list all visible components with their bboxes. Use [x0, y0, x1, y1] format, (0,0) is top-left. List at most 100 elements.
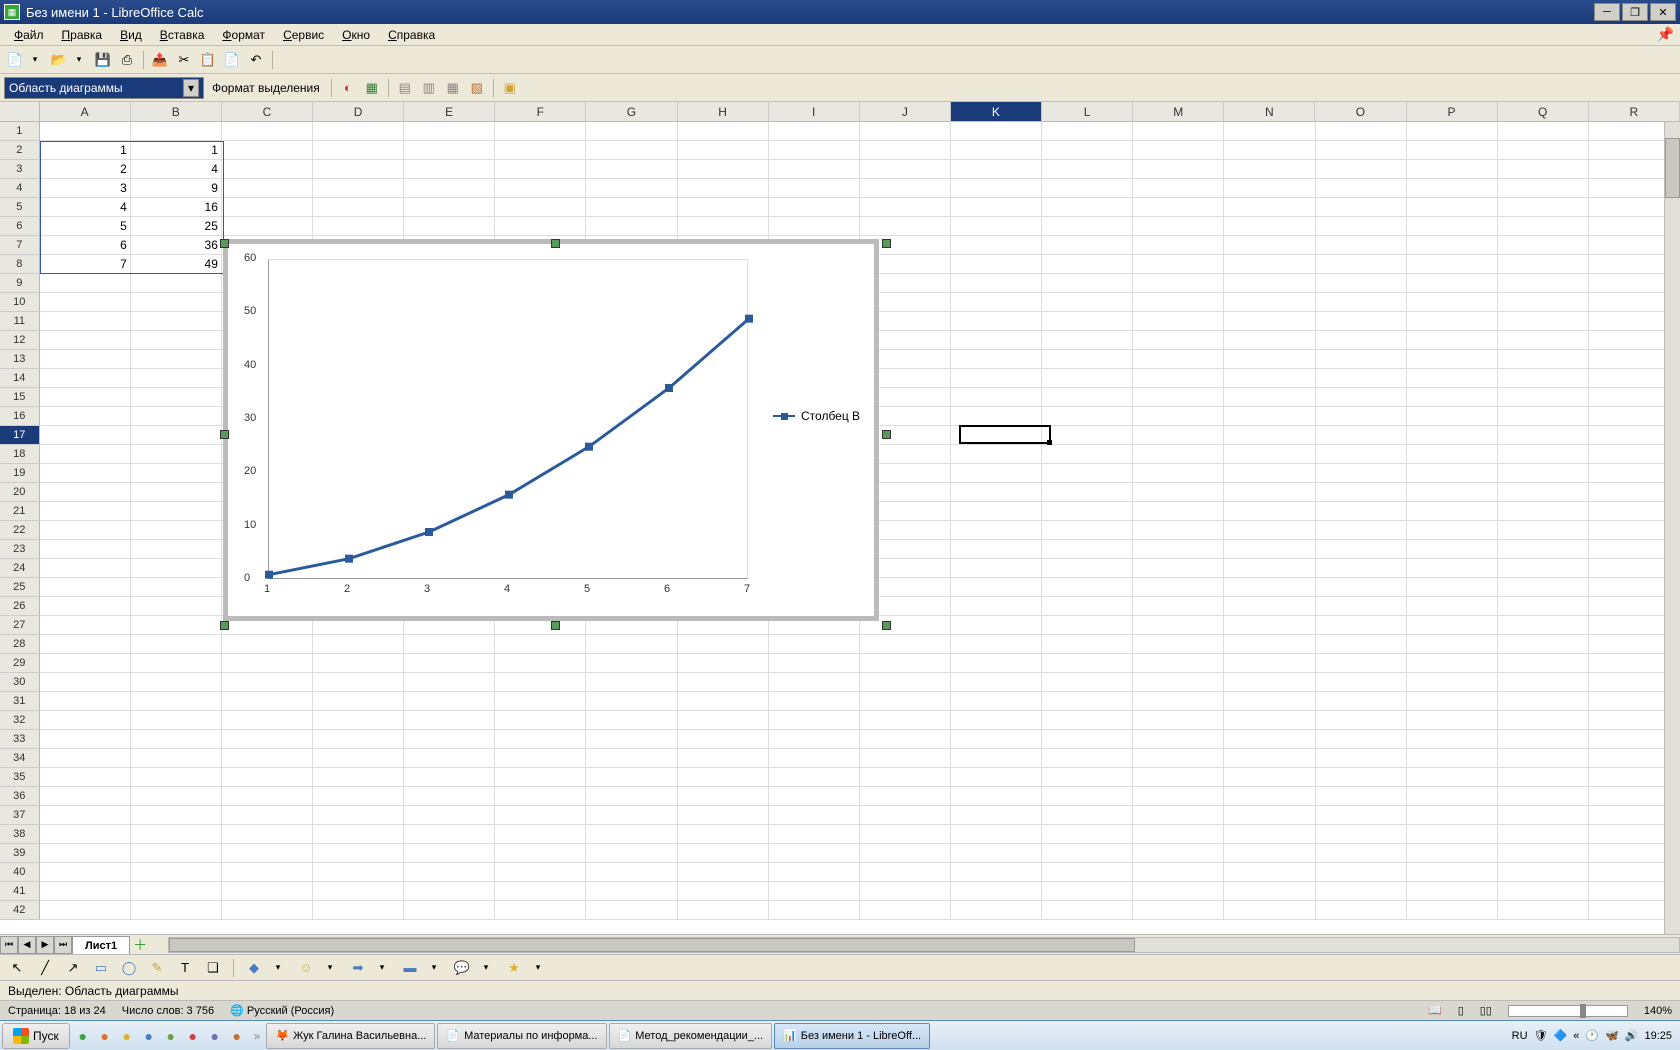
- cell[interactable]: 25: [131, 217, 222, 236]
- cell[interactable]: [1224, 616, 1315, 635]
- cell[interactable]: [1316, 521, 1407, 540]
- cell[interactable]: [222, 749, 313, 768]
- copy-icon[interactable]: 📋: [197, 49, 219, 71]
- cell[interactable]: [1224, 217, 1315, 236]
- cell[interactable]: [40, 502, 131, 521]
- selection-handle[interactable]: [882, 239, 891, 248]
- cell[interactable]: [1498, 882, 1589, 901]
- cell[interactable]: [1224, 635, 1315, 654]
- cell[interactable]: [769, 635, 860, 654]
- cell[interactable]: [1316, 787, 1407, 806]
- cell[interactable]: [769, 749, 860, 768]
- cell[interactable]: [40, 711, 131, 730]
- col-header-E[interactable]: E: [404, 102, 495, 121]
- col-header-F[interactable]: F: [495, 102, 586, 121]
- cell[interactable]: [1224, 483, 1315, 502]
- row-header[interactable]: 23: [0, 540, 40, 559]
- cell[interactable]: [222, 122, 313, 141]
- cell[interactable]: [951, 692, 1042, 711]
- cell[interactable]: [1407, 768, 1498, 787]
- selection-handle[interactable]: [220, 239, 229, 248]
- cell[interactable]: [40, 673, 131, 692]
- cell[interactable]: [1042, 692, 1133, 711]
- cell[interactable]: [495, 787, 586, 806]
- cell[interactable]: [769, 768, 860, 787]
- cell[interactable]: 49: [131, 255, 222, 274]
- cell[interactable]: [222, 863, 313, 882]
- cell[interactable]: [951, 369, 1042, 388]
- cell[interactable]: [678, 692, 769, 711]
- col-header-J[interactable]: J: [860, 102, 951, 121]
- cell[interactable]: [1224, 540, 1315, 559]
- cell[interactable]: [951, 616, 1042, 635]
- menu-Вставка[interactable]: Вставка: [152, 26, 213, 44]
- cell[interactable]: 2: [40, 160, 131, 179]
- cell[interactable]: [404, 882, 495, 901]
- cell[interactable]: [1316, 350, 1407, 369]
- cell[interactable]: [1316, 426, 1407, 445]
- cell[interactable]: [1042, 825, 1133, 844]
- cell[interactable]: [1133, 369, 1224, 388]
- cell[interactable]: [1133, 312, 1224, 331]
- cell[interactable]: [586, 673, 677, 692]
- cell[interactable]: [222, 179, 313, 198]
- symbol-shapes-dropdown[interactable]: ▾: [319, 957, 341, 979]
- cell[interactable]: [1224, 274, 1315, 293]
- quicklaunch-icon[interactable]: ●: [138, 1025, 160, 1047]
- cell[interactable]: [1316, 141, 1407, 160]
- cell[interactable]: [1407, 274, 1498, 293]
- cell[interactable]: [1407, 559, 1498, 578]
- cell[interactable]: [1316, 749, 1407, 768]
- row-header[interactable]: 27: [0, 616, 40, 635]
- cell[interactable]: [860, 787, 951, 806]
- cell[interactable]: [1042, 179, 1133, 198]
- menu-Справка[interactable]: Справка: [380, 26, 443, 44]
- cell[interactable]: [1133, 768, 1224, 787]
- cell[interactable]: [313, 882, 404, 901]
- cell[interactable]: [1224, 559, 1315, 578]
- cell[interactable]: [495, 122, 586, 141]
- cell[interactable]: [1133, 559, 1224, 578]
- cell[interactable]: [131, 863, 222, 882]
- cell[interactable]: [860, 141, 951, 160]
- cell[interactable]: [860, 635, 951, 654]
- row-header[interactable]: 42: [0, 901, 40, 920]
- callouts-shapes-icon[interactable]: 💬: [451, 957, 473, 979]
- col-header-M[interactable]: M: [1133, 102, 1224, 121]
- cell[interactable]: 4: [40, 198, 131, 217]
- row-header[interactable]: 28: [0, 635, 40, 654]
- row-header[interactable]: 10: [0, 293, 40, 312]
- cell[interactable]: [1042, 160, 1133, 179]
- cell[interactable]: [40, 844, 131, 863]
- cell[interactable]: [769, 122, 860, 141]
- cell[interactable]: [1042, 882, 1133, 901]
- chart-data-button[interactable]: ▦: [361, 77, 383, 99]
- cell[interactable]: [1498, 331, 1589, 350]
- row-header[interactable]: 24: [0, 559, 40, 578]
- system-tray[interactable]: RU 🛡 🔷 « 🕐 🦋 🔊 19:25: [1506, 1029, 1678, 1042]
- cell[interactable]: [40, 369, 131, 388]
- cell[interactable]: [951, 502, 1042, 521]
- cell[interactable]: [860, 673, 951, 692]
- cell[interactable]: [1316, 616, 1407, 635]
- cell[interactable]: [769, 806, 860, 825]
- row-header[interactable]: 12: [0, 331, 40, 350]
- cell[interactable]: [951, 236, 1042, 255]
- cell[interactable]: [1407, 160, 1498, 179]
- cell[interactable]: [131, 806, 222, 825]
- cell[interactable]: [951, 179, 1042, 198]
- cell[interactable]: [40, 293, 131, 312]
- cell[interactable]: [1224, 122, 1315, 141]
- cell[interactable]: [951, 635, 1042, 654]
- cell[interactable]: [40, 616, 131, 635]
- cell[interactable]: [586, 844, 677, 863]
- cell[interactable]: [1407, 673, 1498, 692]
- col-header-G[interactable]: G: [586, 102, 677, 121]
- selection-handle[interactable]: [882, 430, 891, 439]
- cell[interactable]: [1407, 901, 1498, 920]
- cell[interactable]: [1316, 540, 1407, 559]
- quicklaunch-icon[interactable]: ●: [160, 1025, 182, 1047]
- zoom-slider[interactable]: [1508, 1005, 1628, 1017]
- row-header[interactable]: 34: [0, 749, 40, 768]
- cell[interactable]: [1407, 407, 1498, 426]
